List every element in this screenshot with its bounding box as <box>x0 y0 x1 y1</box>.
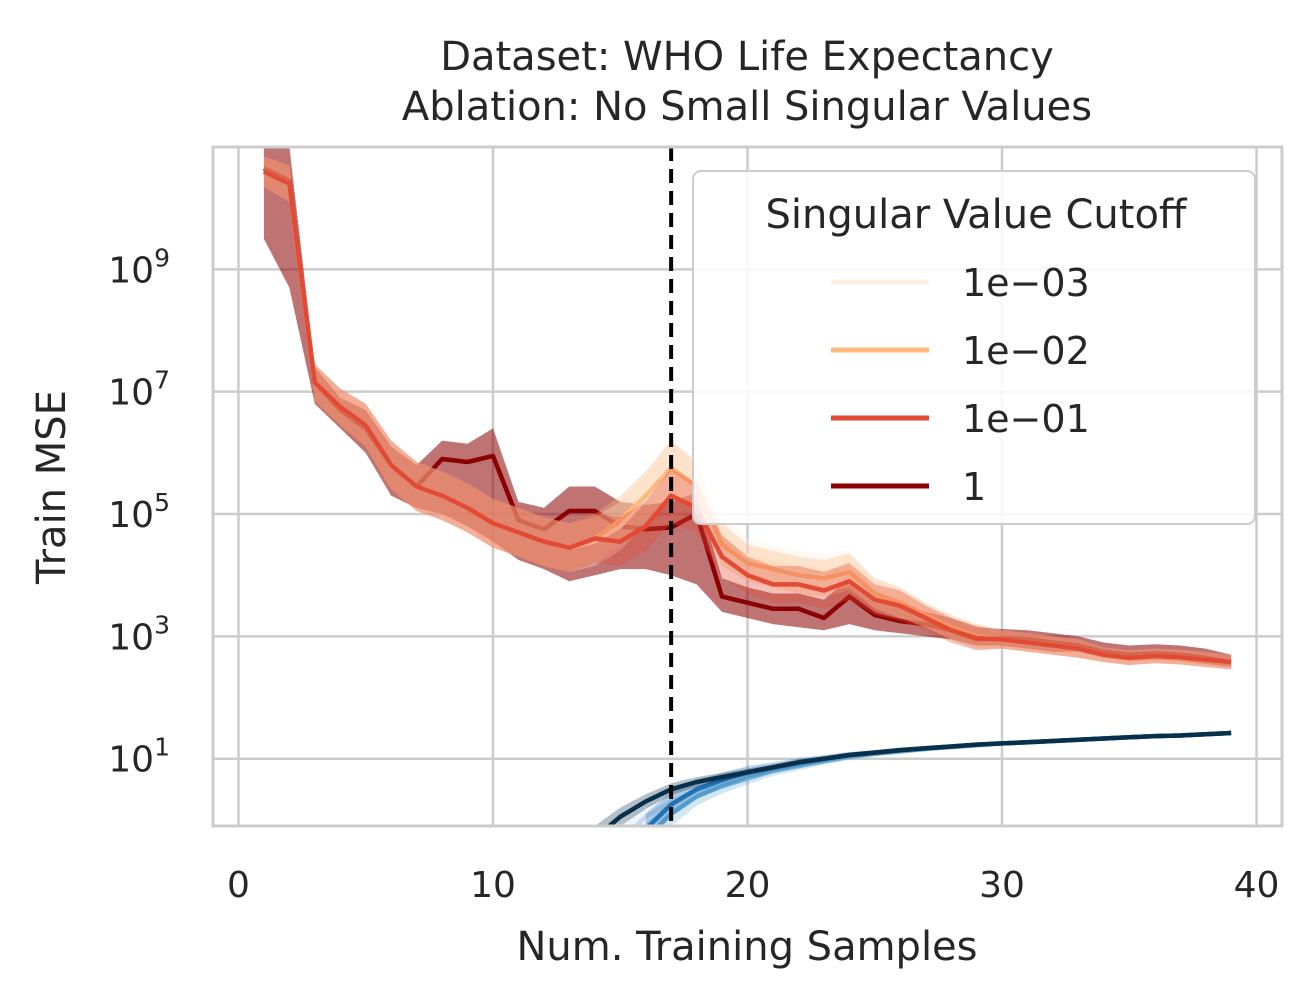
legend: Singular Value Cutoff 1e−03 1e−02 1e−01 1 <box>692 170 1256 525</box>
x-tick-label: 20 <box>725 865 771 906</box>
y-tick-exponent: 1 <box>154 733 170 762</box>
legend-entry-label: 1e−01 <box>962 397 1090 441</box>
y-tick-base: 10 <box>108 617 154 658</box>
series-band-test-3 <box>263 147 1232 667</box>
y-axis-label: Train MSE <box>29 390 75 585</box>
y-tick-label: 109 <box>108 243 170 291</box>
series-band-test-2 <box>263 156 1232 670</box>
y-tick-base: 10 <box>108 250 154 291</box>
legend-box <box>692 170 1256 525</box>
series-band-train-5 <box>645 731 1232 826</box>
series-line-test-3 <box>262 166 1232 665</box>
y-tick-label: 107 <box>108 366 170 414</box>
y-tick-label: 103 <box>108 610 170 658</box>
legend-entry-label: 1 <box>962 465 986 509</box>
y-tick-base: 10 <box>108 495 154 536</box>
series-line-train-7 <box>605 730 1232 826</box>
y-tick-exponent: 9 <box>154 243 170 272</box>
series-line-test-2 <box>262 169 1232 665</box>
x-tick-label: 10 <box>470 865 516 906</box>
plot-frame <box>211 145 1284 828</box>
x-tick-label: 30 <box>979 865 1025 906</box>
series-layer <box>262 147 1232 826</box>
y-tick-exponent: 7 <box>154 366 170 395</box>
legend-entries: 1e−03 1e−02 1e−01 1 <box>831 261 1090 509</box>
y-tick-label: 105 <box>108 488 170 536</box>
x-tick-label: 0 <box>227 865 250 906</box>
x-axis-ticks: 0 10 20 30 40 <box>227 865 1279 906</box>
y-tick-exponent: 3 <box>154 610 170 639</box>
series-band-test-0 <box>263 156 1232 670</box>
x-axis-label: Num. Training Samples <box>516 924 977 970</box>
series-band-test-1 <box>263 156 1232 670</box>
y-tick-exponent: 5 <box>154 488 170 517</box>
x-tick-label: 40 <box>1234 865 1280 906</box>
legend-entry-label: 1e−02 <box>962 329 1090 373</box>
legend-title: Singular Value Cutoff <box>766 192 1188 238</box>
chart-subtitle: Ablation: No Small Singular Values <box>402 84 1092 130</box>
y-tick-base: 10 <box>108 740 154 781</box>
y-tick-base: 10 <box>108 373 154 414</box>
y-tick-label: 101 <box>108 733 170 781</box>
chart-title: Dataset: WHO Life Expectancy <box>440 34 1054 80</box>
legend-entry-label: 1e−03 <box>962 261 1090 305</box>
